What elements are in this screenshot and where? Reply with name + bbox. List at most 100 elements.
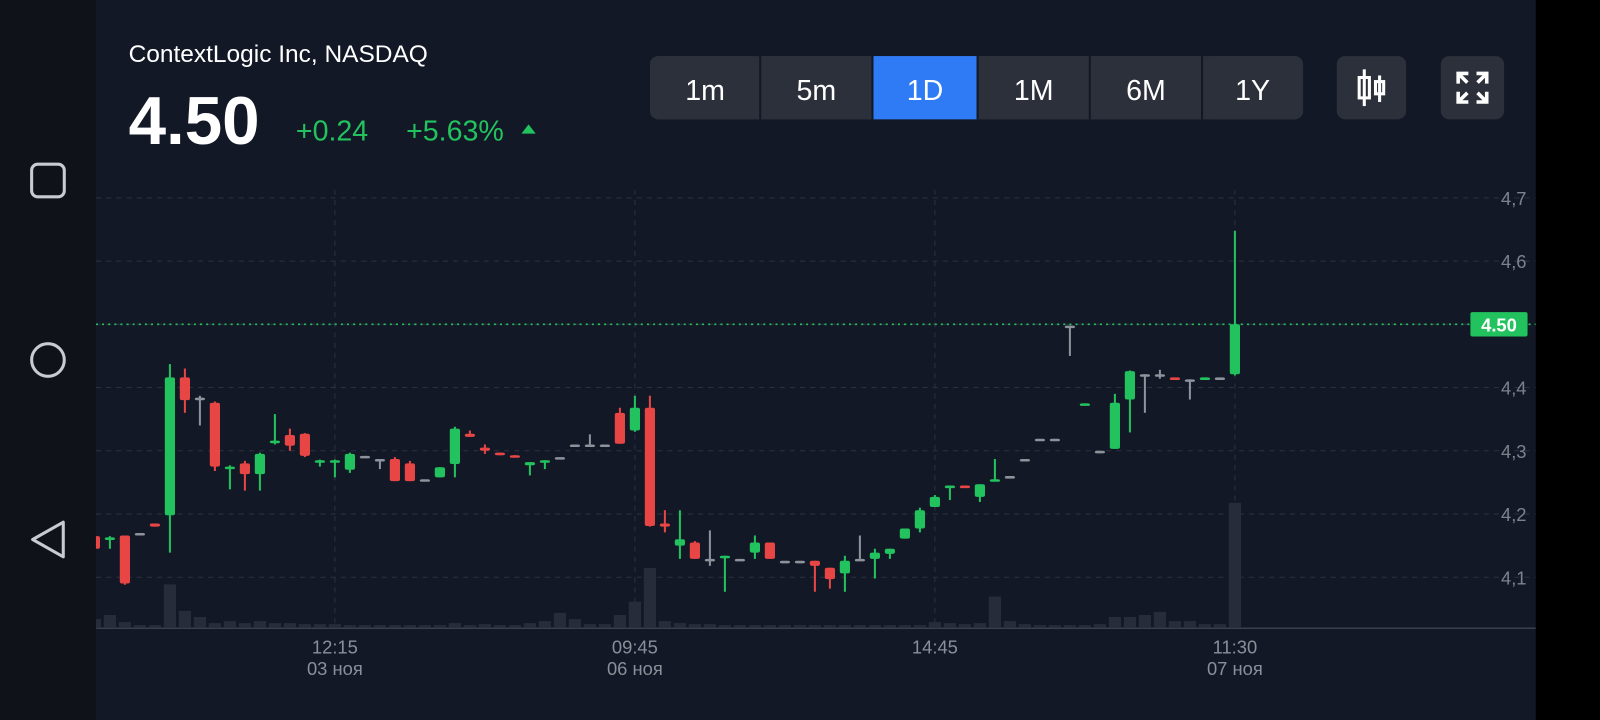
y-tick-label: 4,4: [1501, 378, 1527, 399]
timeframe-button[interactable]: [1090, 56, 1203, 120]
volume-bar: [973, 623, 987, 628]
candle-body: [764, 542, 775, 559]
candle-body: [464, 433, 475, 437]
candle-body: [1199, 377, 1210, 380]
candle-body: [824, 567, 835, 580]
last-price-label: 4.50: [1481, 314, 1517, 335]
candle-body: [1124, 371, 1135, 400]
candle-body: [704, 558, 715, 562]
volume-bar: [328, 624, 342, 628]
volume-bar: [1033, 625, 1047, 628]
candle-body: [884, 548, 895, 554]
volume-bar: [148, 625, 162, 628]
y-tick-label: 4,1: [1501, 567, 1527, 588]
candle-body: [1079, 403, 1090, 406]
candle-body: [674, 539, 685, 546]
volume-bar: [118, 622, 132, 628]
y-tick-label: 4,6: [1501, 251, 1527, 272]
back-button[interactable]: [31, 520, 65, 559]
volume-bar: [583, 624, 597, 628]
candle-body: [584, 444, 595, 447]
candle-body: [929, 496, 940, 508]
fullscreen-button[interactable]: [1440, 56, 1505, 120]
volume-bar: [448, 623, 462, 628]
last-price-tag: [1470, 312, 1528, 337]
candle-body: [1049, 438, 1060, 442]
candle-body: [614, 412, 625, 444]
candle-body: [284, 434, 295, 446]
volume-bar: [163, 584, 177, 628]
timeframe-button[interactable]: [873, 56, 978, 120]
timeframe-button[interactable]: [978, 56, 1090, 120]
volume-bar: [388, 625, 402, 628]
app-area: [95, 0, 1536, 720]
candle-icon: [1357, 69, 1386, 107]
timeframe-button[interactable]: [1203, 56, 1304, 120]
candle-body: [689, 542, 700, 559]
candle-body: [974, 484, 985, 497]
x-tick-label: 11:30: [1213, 637, 1258, 658]
candle-body: [1139, 374, 1150, 377]
candle-body: [809, 560, 820, 566]
y-tick-label: 4,3: [1501, 441, 1527, 462]
candle-body: [1109, 402, 1120, 449]
price: 4.50: [129, 84, 260, 159]
volume-bar: [853, 625, 867, 628]
volume-bar: [208, 623, 222, 628]
candle-body: [1169, 377, 1180, 380]
candle-body: [479, 447, 490, 451]
candle-body: [734, 558, 745, 562]
volume-bar: [763, 625, 777, 628]
timeframe-button[interactable]: [761, 56, 873, 120]
volume-bar: [103, 614, 117, 628]
candle-body: [1154, 374, 1165, 377]
volume-bar: [838, 625, 852, 628]
volume-bar: [943, 623, 957, 628]
candle-body: [194, 397, 205, 401]
timeframe-label: 1M: [1014, 75, 1054, 107]
timeframe-label: 1m: [685, 75, 725, 107]
y-tick-label: 4,7: [1501, 188, 1527, 209]
candle-body: [209, 402, 220, 467]
candle-body: [659, 523, 670, 527]
candle-body: [779, 560, 790, 564]
candle-body: [1184, 379, 1195, 382]
candle-body: [944, 485, 955, 489]
volume-bar: [313, 624, 327, 628]
candle-body: [374, 458, 385, 462]
volume-bar: [643, 568, 657, 628]
volume-bar: [1048, 625, 1062, 628]
volume-bar: [1228, 502, 1242, 628]
candle-body: [95, 536, 100, 549]
volume-bar: [1153, 611, 1167, 628]
chart: 4,14,24,34,44,54,64,7: [95, 188, 1536, 629]
candle-body: [1034, 438, 1045, 442]
candle-body: [509, 455, 520, 458]
x-date-label: 06 ноя: [607, 658, 663, 679]
volume-bar: [1138, 614, 1152, 628]
nav-bar: [0, 0, 96, 720]
timeframe-label: 1D: [907, 75, 944, 107]
volume-bar: [958, 624, 972, 628]
candle-body: [449, 428, 460, 465]
fullscreen-icon: [1456, 71, 1489, 104]
timeframe-label: 6M: [1126, 75, 1166, 107]
volume-bar: [748, 625, 762, 628]
candle-body: [239, 463, 250, 475]
timeframe-label: 5m: [796, 75, 836, 107]
volume-bar: [553, 612, 567, 628]
volume-bar: [508, 625, 522, 628]
home-button[interactable]: [30, 342, 66, 378]
volume-bar: [913, 625, 927, 628]
volume-bar: [268, 623, 282, 628]
x-tick-label: 12:15: [312, 637, 358, 658]
volume-bar: [793, 625, 807, 628]
volume-bar: [658, 621, 672, 628]
volume-bar: [673, 623, 687, 628]
x-date-label: 07 ноя: [1207, 658, 1263, 679]
timeframe-button[interactable]: [650, 56, 761, 120]
recents-button[interactable]: [30, 162, 66, 199]
chart-type-button[interactable]: [1336, 56, 1407, 120]
volume-bar: [1018, 624, 1032, 628]
volume-bar: [1168, 621, 1182, 628]
